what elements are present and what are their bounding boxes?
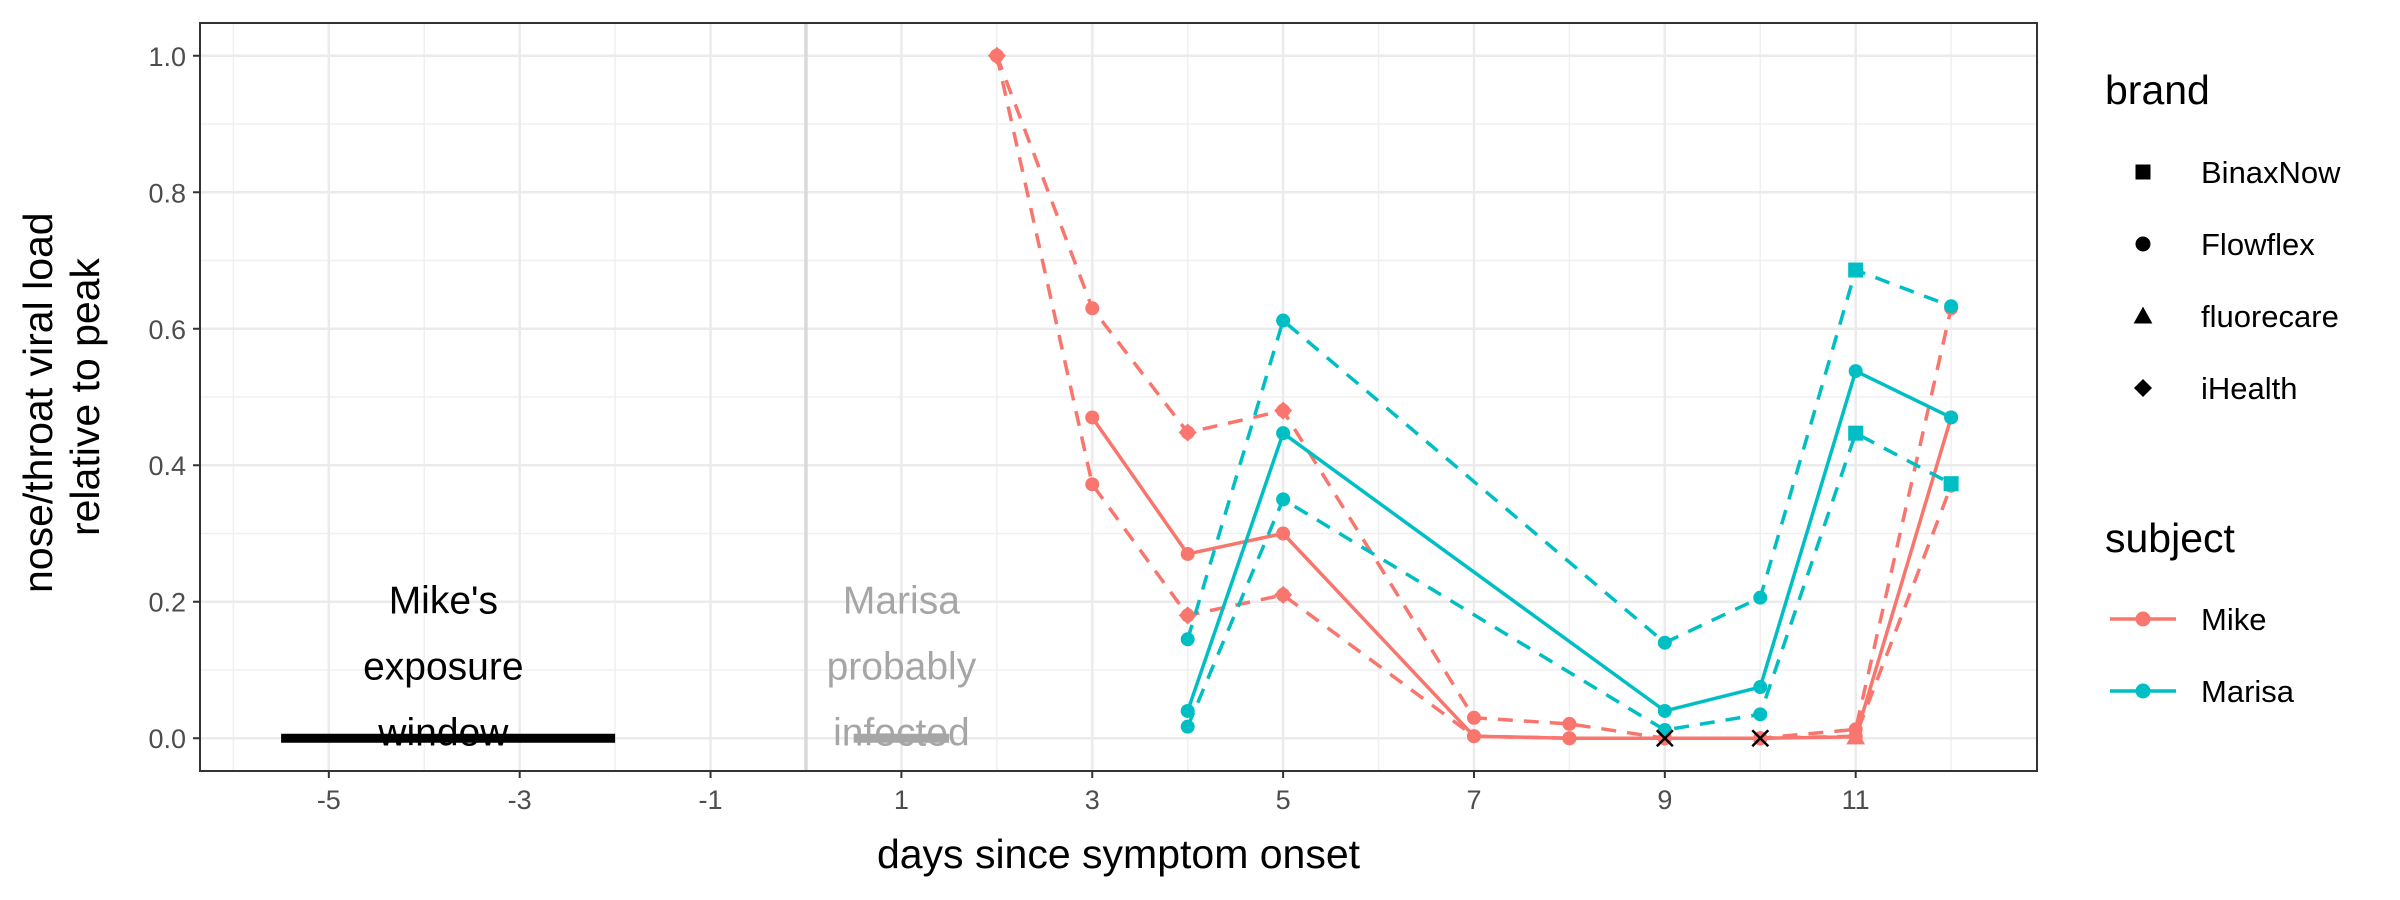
data-point-marisa [1180,703,1195,718]
exposure-window-label: window [377,712,509,755]
data-point-mike-triangle [1846,727,1866,745]
minor-gridlines [200,23,2037,771]
data-point-marisa [1180,632,1195,647]
data-point-mike [1085,410,1100,425]
data-point-mike-diamond [1178,423,1197,442]
y-tick-label: 1.0 [148,42,186,72]
data-point-mike-diamond [1274,401,1293,420]
x-axis-ticks: -5 -3 -1 1 3 5 7 9 11 [317,771,1870,815]
x-tick-label: 3 [1085,785,1100,815]
data-point-marisa [1944,299,1959,314]
series-line-mike [995,55,1953,740]
undetected-point [1751,729,1770,748]
x-tick-label: 11 [1842,785,1870,815]
legend-brand-key-circle [2135,236,2151,252]
legend-subject-key-point-mike [2135,611,2151,627]
legend-brand-label: Flowflex [2201,227,2315,262]
x-tick-label: -5 [317,785,341,815]
data-point-mike [1466,710,1481,725]
data-point-marisa [1180,719,1195,734]
data-point-mike [1085,477,1100,492]
data-point-mike [1562,716,1577,731]
data-point-mike-diamond [1178,606,1197,625]
data-point-marisa [1657,703,1672,718]
legend-subject-label: Marisa [2201,674,2295,709]
legend-brand: brand BinaxNow Flowflex fluorecare iHealth [2105,67,2341,406]
exposure-window-label: Mike's [389,580,498,623]
x-tick-label: 9 [1657,785,1672,815]
data-point-marisa [1276,492,1291,507]
legend-brand-key-triangle [2133,306,2153,324]
data-points [987,46,1959,748]
data-point-marisa-square [1848,262,1864,278]
series-line-mike [995,55,1953,740]
infection-window-label: infected [833,712,970,755]
data-point-mike-diamond [987,46,1006,65]
data-point-marisa [1848,364,1863,379]
legend-brand-label: BinaxNow [2201,155,2341,190]
x-tick-label: -1 [699,785,723,815]
data-point-mike [1276,526,1291,541]
y-tick-label: 0.4 [148,451,186,481]
data-point-marisa [1657,635,1672,650]
x-tick-label: 5 [1276,785,1291,815]
legend-subject: subject Mike Marisa [2105,515,2295,709]
legend-subject-label: Mike [2201,602,2266,637]
x-tick-label: 1 [894,785,909,815]
infection-window-label: Marisa [843,580,960,623]
undetected-point-stroke-b [1655,729,1674,748]
data-point-marisa [1753,707,1768,722]
x-axis-title: days since symptom onset [877,831,1361,877]
legend-brand-label: fluorecare [2201,299,2339,334]
exposure-window-label: exposure [363,646,523,689]
y-tick-label: 0.8 [148,178,186,208]
data-point-mike [1466,729,1481,744]
legend-brand-title: brand [2105,67,2210,113]
legend-subject-key-point-marisa [2135,683,2151,699]
y-tick-label: 0.6 [148,315,186,345]
plot-panel-border [199,22,2038,772]
series-line-marisa [1186,268,1952,645]
legend-brand-key-diamond [2134,379,2152,397]
x-tick-label: 7 [1466,785,1481,815]
y-tick-label: 0.0 [148,724,186,754]
data-point-marisa [1753,590,1768,605]
y-tick-label: 0.2 [148,588,186,618]
y-axis-title-line-1: nose/throat viral load [15,212,61,593]
infection-window-label: probably [827,646,977,689]
y-axis-ticks: 0.0 0.2 0.4 0.6 0.8 1.0 [148,42,200,754]
x-tick-label: -3 [508,785,532,815]
data-point-marisa [1276,313,1291,328]
data-point-marisa [1944,410,1959,425]
undetected-point-stroke-b [1751,729,1770,748]
data-point-marisa-square [1943,476,1959,492]
y-axis-title: nose/throat viral load relative to peak [15,201,108,593]
data-point-mike-diamond [1274,585,1293,604]
undetected-point [1655,729,1674,748]
legend-brand-label: iHealth [2201,371,2298,406]
series-line-marisa [1186,431,1952,732]
data-point-marisa-square [1848,425,1864,441]
y-axis-title-line-2: relative to peak [62,257,108,536]
annotations: Mike's exposure window Marisa probably infect… [281,580,977,755]
data-point-mike [1180,546,1195,561]
legend-subject-title: subject [2105,515,2236,561]
data-point-mike [1562,731,1577,746]
series-line-marisa [1186,369,1952,713]
data-point-mike [1085,301,1100,316]
data-point-marisa [1753,680,1768,695]
data-point-marisa [1276,426,1291,441]
legend-brand-key-square [2135,164,2151,180]
